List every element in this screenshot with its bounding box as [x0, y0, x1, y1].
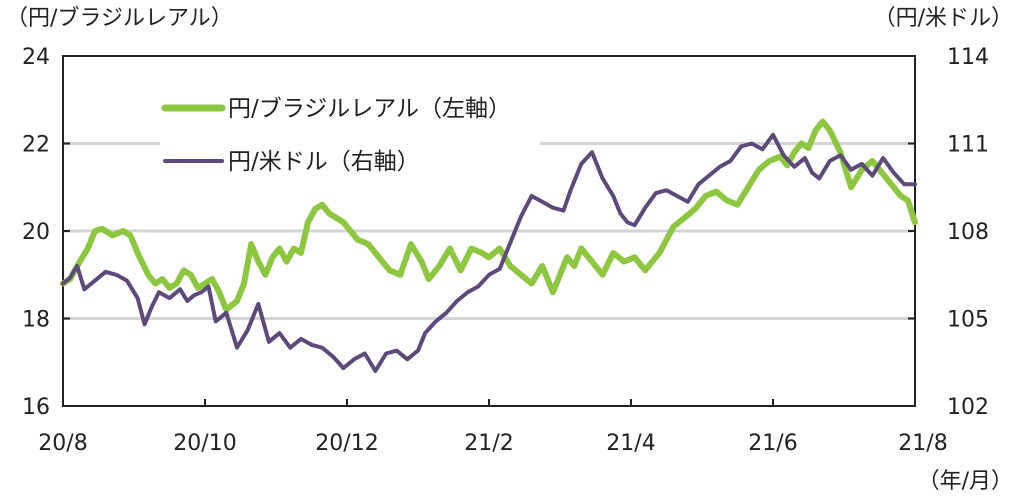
x-axis-unit: （年/月） — [918, 469, 1013, 494]
y-left-tick-label-2: 20 — [22, 220, 50, 245]
legend-background — [160, 85, 540, 185]
y-right-tick-label-0: 102 — [947, 395, 989, 420]
x-tick-label-5: 21/6 — [748, 431, 797, 456]
y-right-tick-label-1: 105 — [947, 308, 989, 333]
y-left-tick-label-1: 18 — [22, 308, 50, 333]
axes: 16 18 20 22 24 102 105 108 111 114 20/8 20/10 20/12 2… — [22, 45, 989, 456]
series-layer — [60, 118, 918, 373]
legend: 円/ブラジルレアル（左軸） 円/米ドル（右軸） — [160, 85, 540, 185]
x-tick-label-0: 20/8 — [38, 431, 87, 456]
x-tick-label-3: 21/2 — [464, 431, 513, 456]
x-tick-label-4: 21/4 — [606, 431, 655, 456]
y-left-tick-label-4: 24 — [22, 45, 50, 70]
y-left-tick-label-3: 22 — [22, 133, 50, 158]
y-left-tick-label-0: 16 — [22, 395, 50, 420]
series-line-1 — [61, 132, 917, 373]
legend-label-brl: 円/ブラジルレアル（左軸） — [228, 96, 511, 122]
right-axis-unit: （円/米ドル） — [874, 6, 1013, 31]
x-tick-label-2: 20/12 — [315, 431, 378, 456]
x-tick-label-1: 20/10 — [173, 431, 236, 456]
series-line-0 — [60, 118, 918, 313]
y-right-tick-label-4: 114 — [947, 45, 989, 70]
legend-label-usd: 円/米ドル（右軸） — [228, 149, 420, 175]
y-right-tick-label-2: 108 — [947, 220, 989, 245]
y-right-tick-label-3: 111 — [947, 133, 989, 158]
left-axis-unit: （円/ブラジルレアル） — [6, 6, 233, 31]
x-tick-label-6: 21/8 — [898, 431, 947, 456]
